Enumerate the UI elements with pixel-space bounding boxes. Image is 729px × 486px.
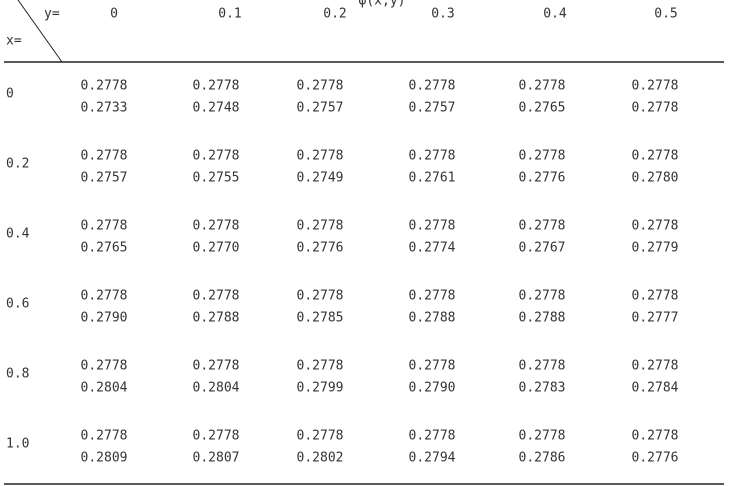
cell-computed: 0.2809 xyxy=(81,451,128,466)
cell-exact: 0.2778 xyxy=(632,219,679,234)
cell-computed: 0.2777 xyxy=(632,311,679,326)
cell-exact: 0.2778 xyxy=(519,429,566,444)
cell-exact: 0.2778 xyxy=(297,289,344,304)
table-title: φ(x,y) xyxy=(359,0,406,9)
cell-exact: 0.2778 xyxy=(193,149,240,164)
column-header: 0.3 xyxy=(431,7,454,22)
cell-computed: 0.2785 xyxy=(297,311,344,326)
cell-exact: 0.2778 xyxy=(297,79,344,94)
cell-exact: 0.2778 xyxy=(297,429,344,444)
cell-computed: 0.2774 xyxy=(409,241,456,256)
cell-computed: 0.2757 xyxy=(297,101,344,116)
cell-exact: 0.2778 xyxy=(193,219,240,234)
cell-computed: 0.2776 xyxy=(632,451,679,466)
cell-computed: 0.2748 xyxy=(193,101,240,116)
cell-exact: 0.2778 xyxy=(519,149,566,164)
cell-computed: 0.2765 xyxy=(519,101,566,116)
cell-computed: 0.2804 xyxy=(81,381,128,396)
cell-computed: 0.2780 xyxy=(632,171,679,186)
cell-computed: 0.2783 xyxy=(519,381,566,396)
cell-computed: 0.2790 xyxy=(81,311,128,326)
column-header: 0.2 xyxy=(323,7,346,22)
cell-computed: 0.2749 xyxy=(297,171,344,186)
cell-computed: 0.2784 xyxy=(632,381,679,396)
cell-exact: 0.2778 xyxy=(297,149,344,164)
cell-exact: 0.2778 xyxy=(632,79,679,94)
cell-exact: 0.2778 xyxy=(409,429,456,444)
cell-exact: 0.2778 xyxy=(81,149,128,164)
cell-exact: 0.2778 xyxy=(193,289,240,304)
cell-exact: 0.2778 xyxy=(81,79,128,94)
cell-exact: 0.2778 xyxy=(81,359,128,374)
cell-computed: 0.2799 xyxy=(297,381,344,396)
cell-computed: 0.2770 xyxy=(193,241,240,256)
cell-computed: 0.2776 xyxy=(519,171,566,186)
cell-exact: 0.2778 xyxy=(409,359,456,374)
cell-computed: 0.2804 xyxy=(193,381,240,396)
cell-exact: 0.2778 xyxy=(519,289,566,304)
cell-exact: 0.2778 xyxy=(81,289,128,304)
cell-computed: 0.2794 xyxy=(409,451,456,466)
column-header: 0 xyxy=(110,7,118,22)
cell-exact: 0.2778 xyxy=(193,359,240,374)
cell-computed: 0.2767 xyxy=(519,241,566,256)
cell-computed: 0.2755 xyxy=(193,171,240,186)
cell-computed: 0.2765 xyxy=(81,241,128,256)
cell-exact: 0.2778 xyxy=(409,149,456,164)
cell-computed: 0.2788 xyxy=(409,311,456,326)
cell-computed: 0.2790 xyxy=(409,381,456,396)
cell-exact: 0.2778 xyxy=(193,79,240,94)
cell-computed: 0.2802 xyxy=(297,451,344,466)
cell-exact: 0.2778 xyxy=(632,149,679,164)
cell-exact: 0.2778 xyxy=(632,429,679,444)
cell-exact: 0.2778 xyxy=(519,79,566,94)
cell-computed: 0.2776 xyxy=(297,241,344,256)
cell-exact: 0.2778 xyxy=(297,359,344,374)
cell-computed: 0.2786 xyxy=(519,451,566,466)
cell-exact: 0.2778 xyxy=(632,289,679,304)
cell-exact: 0.2778 xyxy=(519,219,566,234)
cell-exact: 0.2778 xyxy=(409,289,456,304)
cell-computed: 0.2757 xyxy=(409,101,456,116)
cell-exact: 0.2778 xyxy=(193,429,240,444)
column-header: 0.5 xyxy=(654,7,677,22)
cell-exact: 0.2778 xyxy=(519,359,566,374)
cell-exact: 0.2778 xyxy=(81,219,128,234)
cell-computed: 0.2761 xyxy=(409,171,456,186)
cell-exact: 0.2778 xyxy=(409,219,456,234)
cell-computed: 0.2778 xyxy=(632,101,679,116)
cell-computed: 0.2733 xyxy=(81,101,128,116)
row-header: 1.0 xyxy=(6,437,29,452)
row-header: 0.6 xyxy=(6,297,29,312)
cell-exact: 0.2778 xyxy=(632,359,679,374)
row-header: 0.2 xyxy=(6,157,29,172)
column-header: 0.4 xyxy=(543,7,567,22)
row-header: 0 xyxy=(6,87,14,102)
cell-computed: 0.2757 xyxy=(81,171,128,186)
cell-computed: 0.2779 xyxy=(632,241,679,256)
row-header: 0.4 xyxy=(6,227,30,242)
cell-computed: 0.2788 xyxy=(193,311,240,326)
cell-exact: 0.2778 xyxy=(81,429,128,444)
column-header: 0.1 xyxy=(218,7,241,22)
cell-exact: 0.2778 xyxy=(297,219,344,234)
corner-x: x= xyxy=(6,34,22,49)
cell-exact: 0.2778 xyxy=(409,79,456,94)
cell-computed: 0.2807 xyxy=(193,451,240,466)
row-header: 0.8 xyxy=(6,367,29,382)
corner-diagonal xyxy=(17,0,63,63)
corner-y: y= xyxy=(44,7,60,22)
cell-computed: 0.2788 xyxy=(519,311,566,326)
